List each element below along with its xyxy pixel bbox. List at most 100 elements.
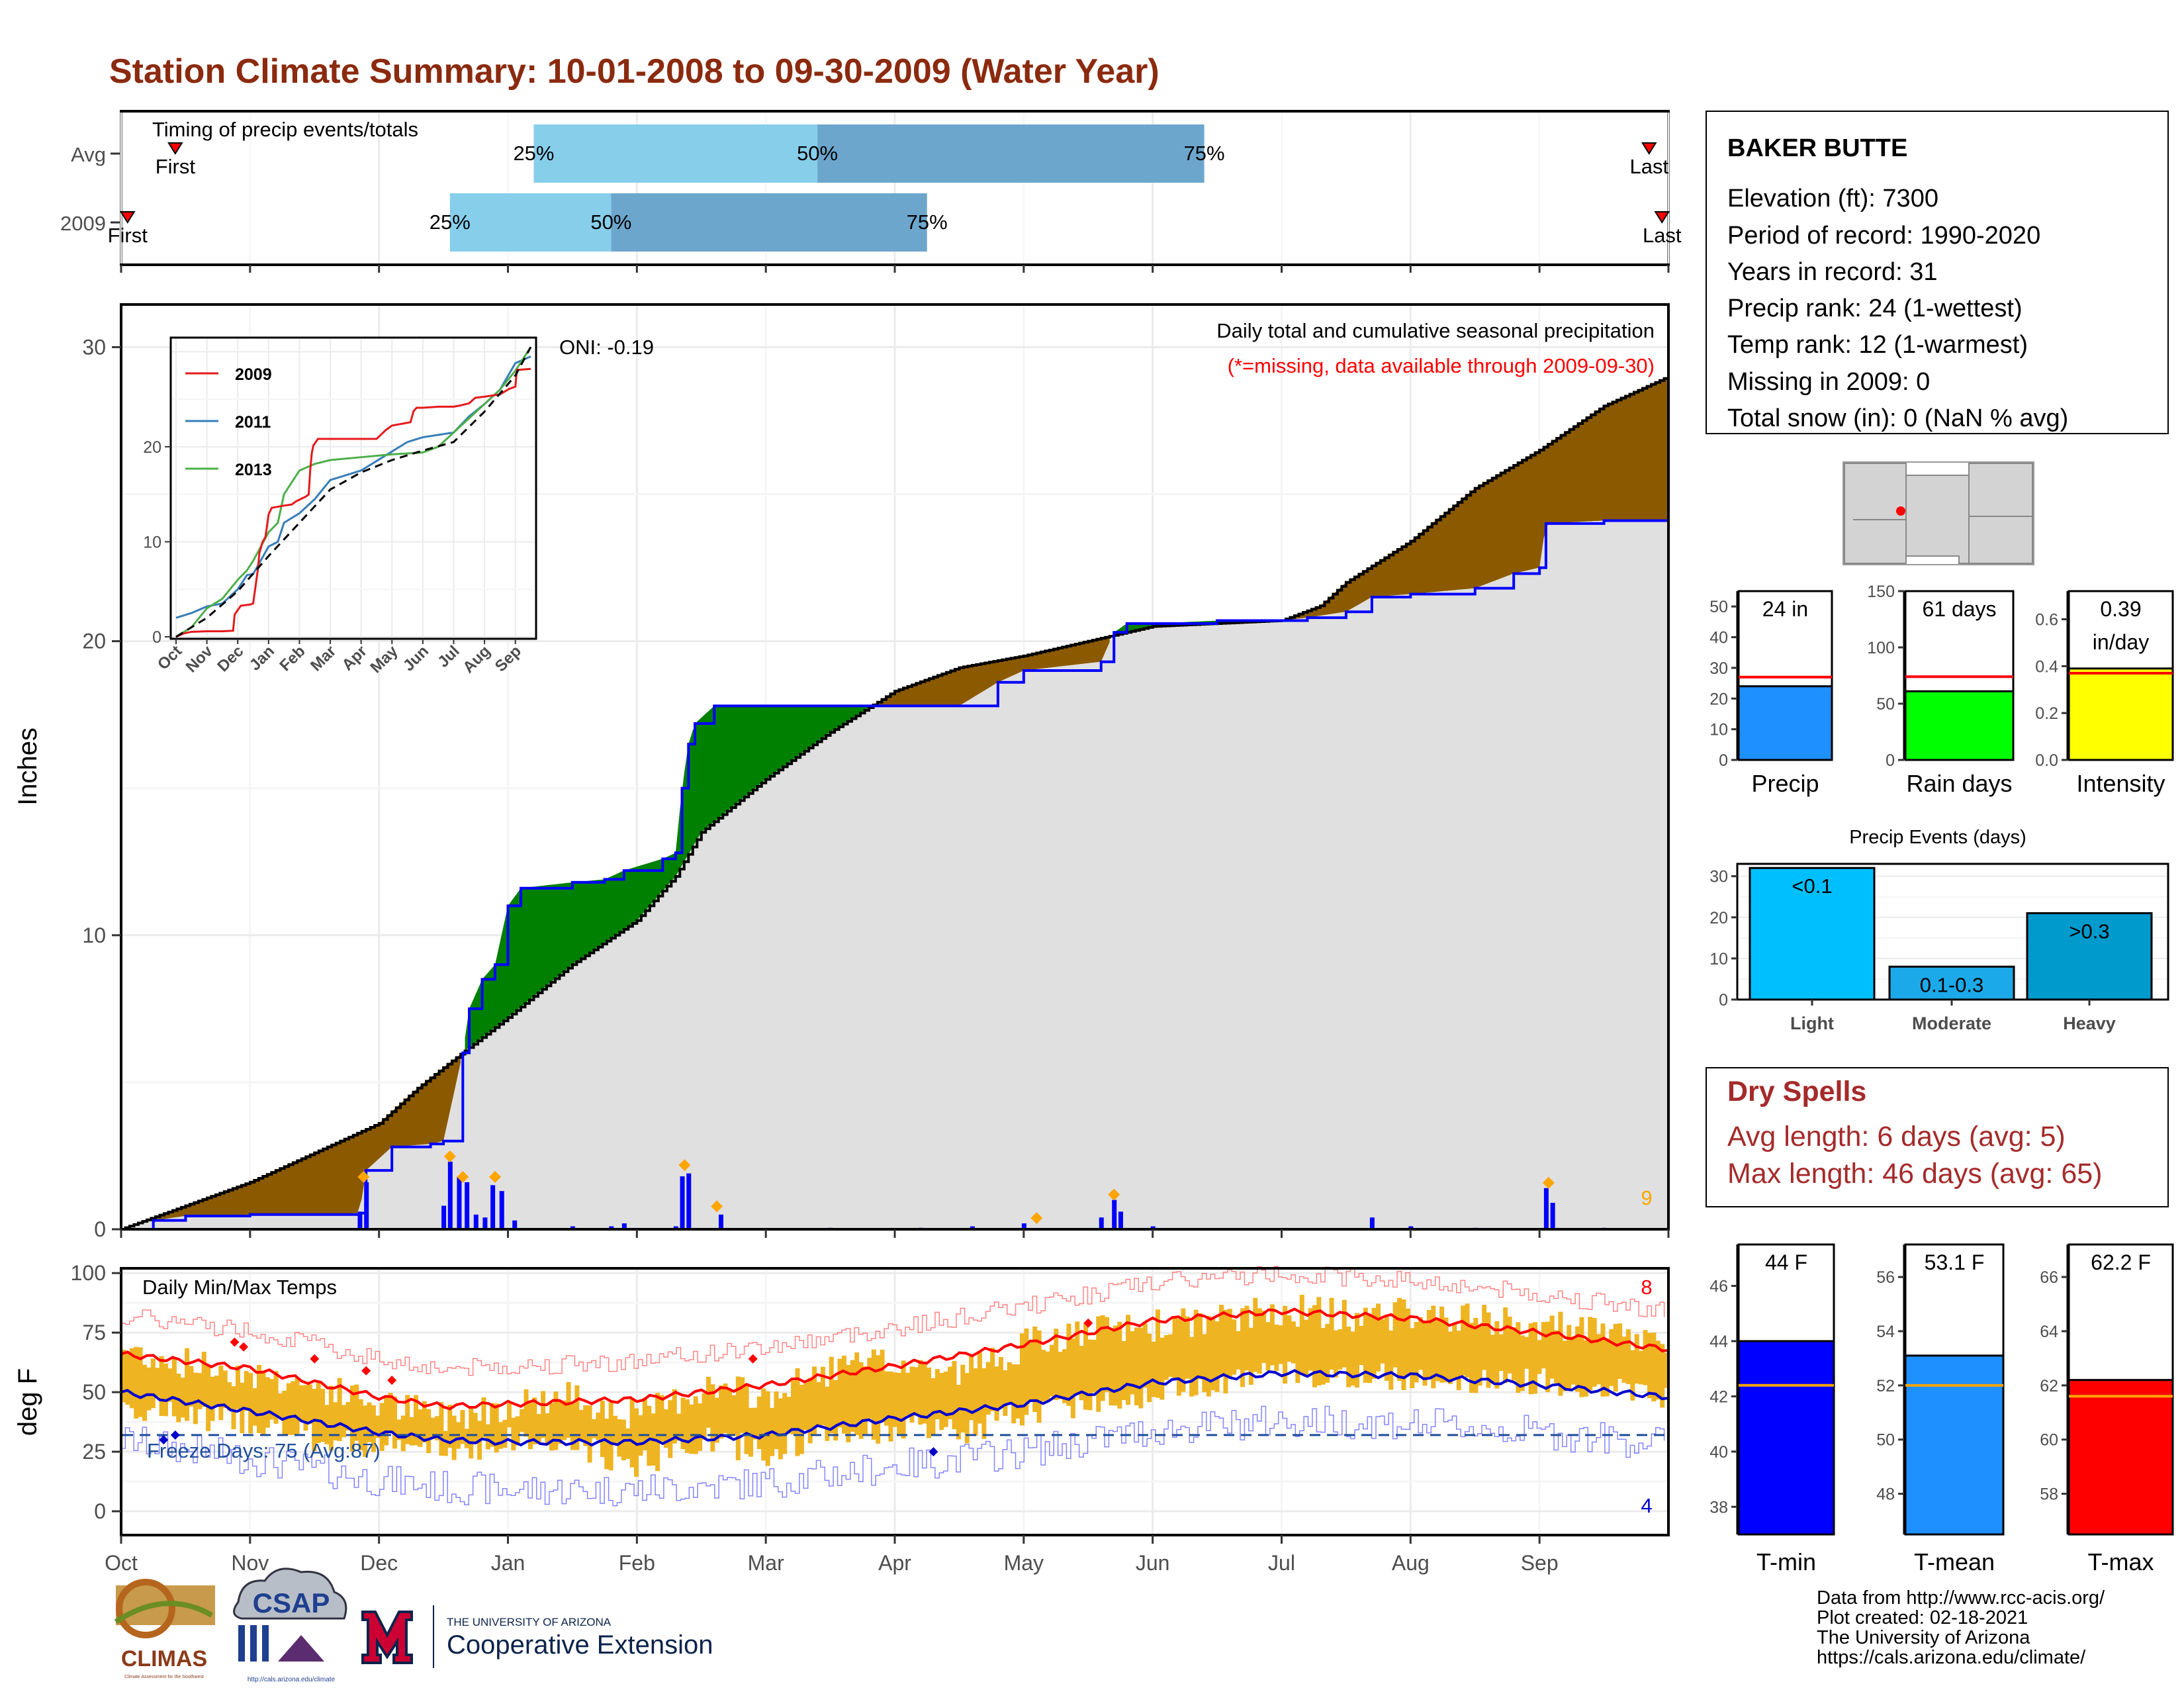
temp-daily-range (1367, 1315, 1373, 1383)
temp-daily-range (795, 1368, 800, 1456)
precip-daily-bar (1550, 1203, 1555, 1229)
precip-value-label: 24 in (1762, 597, 1808, 621)
temp-daily-range (1422, 1320, 1428, 1386)
precip-daily-bar (680, 1176, 685, 1229)
tmean-value-label: 53.1 F (1925, 1250, 1985, 1274)
temp-daily-range (969, 1356, 974, 1421)
temp-daily-range (469, 1407, 474, 1459)
temp-daily-range (439, 1402, 444, 1456)
precip-daily-bar (441, 1205, 447, 1229)
timing-first-label: First (108, 224, 148, 247)
precip-daily-bar (570, 1226, 575, 1229)
temp-daily-range (1384, 1317, 1389, 1381)
credit-line-url: https://cals.arizona.edu/climate/ (1817, 1647, 2086, 1668)
tmin-x-label: T-min (1756, 1548, 1816, 1575)
temp-daily-range (973, 1368, 978, 1436)
temp-daily-range (1634, 1334, 1639, 1384)
temp-daily-range (592, 1419, 597, 1438)
temp-daily-range (218, 1365, 224, 1421)
precip-max-marker (711, 1200, 723, 1213)
temp-daily-range (134, 1346, 139, 1419)
temp-daily-range (375, 1415, 381, 1438)
temp-daily-range (1410, 1328, 1415, 1389)
temp-daily-range (1054, 1329, 1059, 1400)
temp-daily-range (269, 1379, 275, 1420)
temp-daily-range (1392, 1302, 1398, 1368)
tmax-ytick-label: 66 (2040, 1268, 2058, 1287)
temp-ytick-label: 100 (71, 1261, 106, 1285)
temp-daily-range (244, 1371, 249, 1411)
location-map (1843, 461, 2034, 565)
month-tick-label: Apr (878, 1551, 911, 1575)
precip-daily-bar (1150, 1226, 1156, 1229)
temp-daily-range (1019, 1333, 1024, 1426)
temp-daily-range (227, 1382, 232, 1411)
temp-daily-range (901, 1360, 906, 1439)
temp-daily-range (1350, 1331, 1355, 1386)
temp-daily-range (1397, 1297, 1402, 1381)
temp-daily-range (1312, 1305, 1317, 1387)
events-plot: 0 10 20 30 <0.1 Light 0.1-0.3 Moderate >0.3 Heavy (1709, 863, 2169, 1033)
timing-last-label: Last (1629, 155, 1668, 178)
raindays-value-label: 61 days (1922, 597, 1996, 621)
temp-daily-range (1447, 1331, 1453, 1384)
tmax-bar-chart: 58 60 62 64 66 62.2 F T-max (2040, 1243, 2174, 1575)
record-high-count: 8 (1641, 1276, 1652, 1299)
precip-daily-bar (447, 1161, 453, 1229)
timing-panel: 25% 50% 75% First Last 25% 50% 75% First Last Tim… (60, 110, 1682, 273)
temp-y-label: deg F (13, 1368, 42, 1436)
temp-daily-range (837, 1358, 842, 1428)
temp-daily-range (1121, 1340, 1126, 1401)
precip-x-label: Precip (1751, 770, 1819, 797)
tmean-value-bar (1904, 1354, 2005, 1536)
temp-daily-range (613, 1415, 618, 1444)
temp-daily-range (1414, 1321, 1419, 1383)
inset-legend: 2009 2011 2013 (185, 365, 272, 479)
temp-daily-range (341, 1405, 347, 1438)
precip-max-marker (357, 1170, 370, 1183)
temp-record-high-line (121, 1266, 1665, 1376)
temp-daily-range (278, 1393, 283, 1419)
tmax-value-bar (2068, 1379, 2174, 1536)
tmean-ytick-label: 56 (1876, 1268, 1895, 1287)
timing-last-marker (1641, 142, 1657, 155)
temp-daily-range (918, 1360, 923, 1425)
precip-value-bar (1737, 685, 1833, 761)
temp-daily-range (702, 1393, 707, 1440)
temp-daily-range (435, 1416, 440, 1440)
temp-daily-range (1066, 1323, 1071, 1406)
temp-daily-range (1091, 1339, 1097, 1393)
timing-pct-label: 25% (430, 211, 471, 234)
temp-daily-range (1613, 1323, 1618, 1391)
temp-daily-range (1147, 1333, 1152, 1403)
raindays-bar-chart: 0 50 100 150 61 days Rain days (1867, 583, 2015, 797)
precip-deficit-area (873, 636, 1110, 706)
temp-daily-range (948, 1366, 953, 1420)
temp-daily-range (1431, 1305, 1436, 1389)
tmin-ytick-label: 44 (1709, 1333, 1728, 1351)
temp-daily-range (1537, 1340, 1542, 1374)
temp-daily-range (985, 1362, 991, 1415)
temp-daily-range (854, 1352, 860, 1435)
temp-daily-range (1503, 1307, 1508, 1383)
temp-daily-range (1214, 1321, 1220, 1392)
temp-daily-range (1126, 1315, 1131, 1405)
temp-daily-range (1477, 1326, 1482, 1386)
precip-ytick-label: 20 (1709, 690, 1728, 708)
station-location-marker (1896, 506, 1905, 516)
temp-plot-area (120, 1266, 1669, 1507)
temp-daily-range (1647, 1333, 1652, 1399)
temp-daily-range (1490, 1335, 1495, 1384)
temp-daily-range (833, 1380, 839, 1441)
temp-record-high-marker (387, 1376, 397, 1385)
temp-daily-range (1253, 1297, 1258, 1372)
temp-daily-range (282, 1390, 287, 1436)
temp-daily-range (1316, 1297, 1322, 1386)
temp-daily-range (884, 1371, 889, 1426)
temp-daily-range (562, 1400, 567, 1440)
temp-daily-range (1274, 1325, 1279, 1371)
temp-daily-range (1354, 1313, 1359, 1388)
temp-daily-range (1283, 1305, 1288, 1384)
temp-daily-range (689, 1404, 694, 1454)
freeze-days-label: Freeze Days: 75 (Avg:87) (147, 1439, 381, 1462)
